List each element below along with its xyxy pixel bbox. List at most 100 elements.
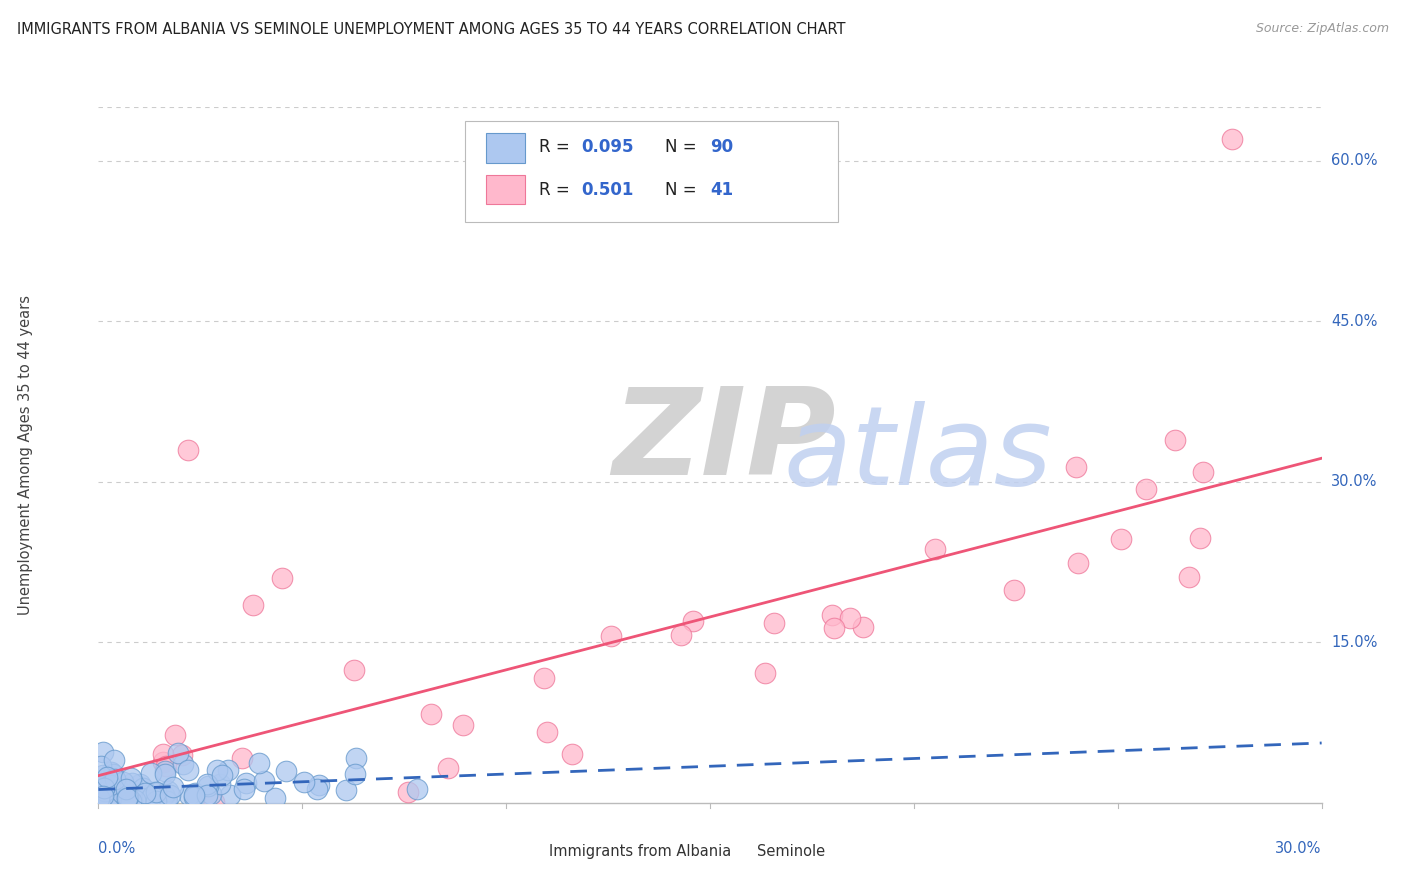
Point bbox=[253, 774, 276, 789]
Point bbox=[1178, 570, 1201, 584]
Point bbox=[270, 571, 294, 585]
Point bbox=[110, 794, 132, 808]
Point bbox=[103, 772, 125, 787]
Point bbox=[235, 776, 257, 790]
Point bbox=[114, 792, 136, 806]
Point bbox=[94, 788, 117, 802]
Point bbox=[197, 779, 219, 793]
Text: ZIP: ZIP bbox=[612, 383, 837, 500]
Point bbox=[101, 791, 124, 805]
Point bbox=[134, 785, 156, 799]
Point bbox=[754, 665, 776, 680]
Text: atlas: atlas bbox=[783, 401, 1052, 508]
Point bbox=[93, 780, 115, 795]
Point bbox=[117, 790, 139, 805]
Point bbox=[153, 789, 176, 803]
Point bbox=[155, 767, 177, 781]
Point bbox=[1064, 459, 1087, 474]
Point bbox=[112, 793, 135, 807]
Point bbox=[141, 766, 163, 780]
Point bbox=[682, 615, 704, 629]
Text: IMMIGRANTS FROM ALBANIA VS SEMINOLE UNEMPLOYMENT AMONG AGES 35 TO 44 YEARS CORRE: IMMIGRANTS FROM ALBANIA VS SEMINOLE UNEM… bbox=[17, 22, 845, 37]
Point bbox=[263, 791, 285, 805]
Point bbox=[405, 781, 427, 796]
Point bbox=[172, 747, 194, 762]
Point bbox=[87, 791, 110, 805]
Point bbox=[114, 791, 136, 805]
Text: 90: 90 bbox=[710, 138, 733, 156]
Point bbox=[217, 763, 239, 777]
Point bbox=[184, 786, 207, 800]
FancyBboxPatch shape bbox=[465, 121, 838, 222]
Point bbox=[142, 785, 165, 799]
Point bbox=[156, 794, 179, 808]
Text: 41: 41 bbox=[710, 181, 733, 199]
Point bbox=[100, 765, 122, 780]
Point bbox=[671, 627, 693, 641]
Point bbox=[93, 768, 115, 782]
Point bbox=[924, 541, 946, 556]
Point bbox=[1067, 557, 1090, 571]
Point bbox=[211, 767, 233, 781]
Point bbox=[129, 777, 152, 791]
Point bbox=[145, 796, 167, 810]
FancyBboxPatch shape bbox=[486, 134, 526, 162]
Point bbox=[155, 764, 177, 779]
Point bbox=[132, 781, 155, 796]
Point bbox=[218, 789, 240, 803]
Point bbox=[141, 789, 163, 803]
Point bbox=[155, 792, 177, 806]
Point bbox=[838, 611, 860, 625]
Point bbox=[1002, 582, 1025, 597]
Point bbox=[183, 789, 205, 804]
Point bbox=[162, 780, 184, 794]
Point bbox=[1163, 433, 1185, 447]
FancyBboxPatch shape bbox=[486, 175, 526, 204]
Point bbox=[177, 442, 200, 457]
Point bbox=[111, 785, 134, 799]
Point bbox=[97, 790, 120, 805]
Text: 60.0%: 60.0% bbox=[1331, 153, 1378, 168]
Text: R =: R = bbox=[538, 138, 575, 156]
Point bbox=[1220, 132, 1243, 146]
Point bbox=[94, 784, 117, 798]
Point bbox=[242, 598, 264, 612]
Point bbox=[208, 777, 231, 791]
Point bbox=[138, 793, 160, 807]
Text: Seminole: Seminole bbox=[756, 844, 825, 859]
Point bbox=[145, 794, 167, 808]
Point bbox=[104, 789, 127, 803]
FancyBboxPatch shape bbox=[502, 842, 538, 869]
Point bbox=[114, 782, 136, 797]
Point bbox=[420, 706, 443, 721]
Point bbox=[1192, 465, 1215, 479]
Point bbox=[233, 782, 256, 797]
Point bbox=[533, 671, 555, 685]
Point bbox=[177, 763, 200, 777]
Point bbox=[1189, 531, 1212, 545]
Point bbox=[103, 796, 125, 810]
Point bbox=[89, 794, 111, 808]
FancyBboxPatch shape bbox=[710, 842, 747, 869]
Text: 0.501: 0.501 bbox=[582, 181, 634, 199]
Point bbox=[274, 764, 297, 778]
Point bbox=[93, 780, 115, 795]
Point bbox=[599, 629, 621, 643]
Point bbox=[308, 778, 330, 792]
Point bbox=[344, 751, 367, 765]
Point bbox=[152, 747, 174, 761]
Point bbox=[90, 758, 112, 772]
Point bbox=[120, 794, 142, 808]
Text: Source: ZipAtlas.com: Source: ZipAtlas.com bbox=[1256, 22, 1389, 36]
Point bbox=[172, 757, 194, 772]
Point bbox=[90, 777, 112, 791]
Text: 30.0%: 30.0% bbox=[1275, 841, 1322, 856]
Point bbox=[103, 753, 125, 767]
Point bbox=[103, 785, 125, 799]
Point bbox=[96, 770, 118, 784]
Point bbox=[120, 771, 142, 785]
Point bbox=[183, 788, 205, 802]
Point bbox=[111, 774, 134, 789]
Point bbox=[124, 793, 146, 807]
Point bbox=[156, 784, 179, 798]
